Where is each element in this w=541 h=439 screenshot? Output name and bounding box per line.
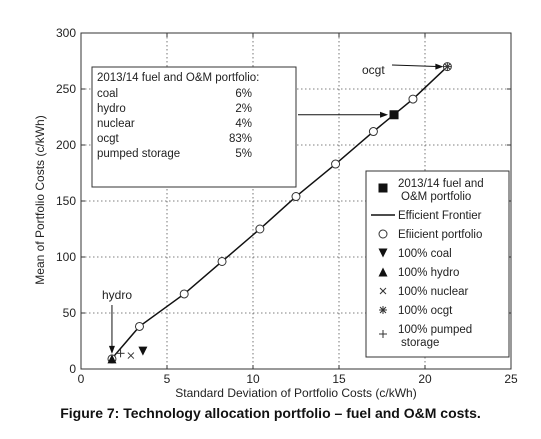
x-tick-label: 15 [332, 372, 346, 386]
data-point-circle-open [368, 127, 378, 137]
data-point-square [389, 110, 399, 120]
legend-label: 100% hydro [398, 267, 459, 279]
data-point-x-shape [127, 352, 135, 359]
x-tick-label: 20 [418, 372, 432, 386]
data-point-circle-open-shape [368, 127, 378, 137]
ocgt-arrow [391, 64, 441, 68]
y-tick-label: 250 [56, 82, 76, 96]
y-tick-label: 100 [56, 250, 76, 264]
legend-marker-circle-open [378, 229, 388, 239]
legend-label-line2: O&M portfolio [401, 191, 471, 203]
data-point-x [127, 352, 135, 359]
ocgt-annotation-label: ocgt [362, 63, 385, 77]
portfolio-row-value: 83% [229, 133, 252, 145]
y-tick-label: 200 [56, 138, 76, 152]
ocgt-arrowhead [435, 63, 444, 70]
data-point-plus [116, 349, 125, 358]
portfolio-row-name: coal [97, 88, 118, 100]
legend-marker-star-shape [379, 306, 387, 314]
legend-label: Efiicient portfolio [398, 229, 482, 241]
y-tick-label: 0 [69, 362, 76, 376]
y-tick-label: 150 [56, 194, 76, 208]
x-tick-label: 0 [78, 372, 85, 386]
annotations: ocgt hydro 2013/14 fuel and O&M portfolio:… [91, 63, 444, 354]
portfolio-box [91, 66, 297, 188]
y-tick-label: 300 [56, 26, 76, 40]
portfolio-row-name: ocgt [97, 133, 120, 145]
x-tick-label: 25 [504, 372, 518, 386]
legend-marker-square-shape [378, 183, 388, 193]
legend-marker-x-shape [379, 287, 387, 295]
data-point-circle-open [134, 321, 144, 331]
data-point-circle-open [217, 256, 227, 266]
data-point-square-shape [389, 110, 399, 120]
data-point-circle-open [408, 94, 418, 104]
legend-box [365, 170, 510, 358]
y-tick-label: 50 [63, 306, 77, 320]
data-point-circle-open [255, 224, 265, 234]
portfolio-row-value: 6% [235, 88, 252, 100]
portfolio-row-name: hydro [97, 103, 126, 115]
legend-label: 2013/14 fuel and [398, 178, 484, 190]
legend-label-line2: storage [401, 337, 439, 349]
legend-marker-triangle-up-shape [378, 267, 388, 277]
data-point-triangle-up [107, 354, 117, 364]
data-point-circle-open-shape [291, 192, 301, 202]
legend-label: 100% nuclear [398, 286, 468, 298]
legend-marker-triangle-up [378, 267, 388, 277]
data-point-circle-open [179, 289, 189, 299]
x-axis-label: Standard Deviation of Portfolio Costs (c… [175, 386, 416, 400]
legend-marker-star [379, 306, 387, 314]
x-tick-label: 5 [164, 372, 171, 386]
legend-label: 100% ocgt [398, 305, 453, 317]
portfolio-box-title: 2013/14 fuel and O&M portfolio: [97, 72, 259, 84]
legend-label: Efficient Frontier [398, 210, 482, 222]
data-point-star-shape [444, 63, 451, 70]
data-point-circle-open-shape [255, 224, 265, 234]
data-point-star [443, 62, 452, 71]
legend-marker-plus [379, 330, 387, 338]
hydro-arrowhead [108, 345, 115, 354]
portfolio-row-name: pumped storage [97, 148, 180, 160]
data-point-circle-open-shape [134, 321, 144, 331]
legend-marker-square [378, 183, 388, 193]
portfolio-row-value: 2% [235, 103, 252, 115]
data-point-circle-open [331, 159, 341, 169]
data-point-triangle-down-shape [138, 346, 148, 356]
data-point-triangle-up-shape [107, 354, 117, 364]
legend-marker-x [379, 287, 387, 295]
data-point-circle-open-shape [408, 94, 418, 104]
portfolio-row-name: nuclear [97, 118, 135, 130]
data-point-circle-open [291, 192, 301, 202]
portfolio-arrowhead [380, 111, 389, 118]
x-tick-label: 10 [246, 372, 260, 386]
portfolio-row-value: 5% [235, 148, 252, 160]
legend-marker-circle-open-shape [378, 229, 388, 239]
data-point-circle-open-shape [217, 256, 227, 266]
legend-label: 100% coal [398, 248, 452, 260]
figure-caption: Figure 7: Technology allocation portfoli… [60, 405, 481, 421]
legend-label: 100% pumped [398, 324, 472, 336]
data-point-circle-open-shape [331, 159, 341, 169]
legend-marker-triangle-down-shape [378, 248, 388, 258]
data-point-circle-open-shape [179, 289, 189, 299]
data-point-triangle-down [138, 346, 148, 356]
data-series [107, 62, 452, 364]
portfolio-row-value: 4% [235, 118, 252, 130]
legend-marker-triangle-down [378, 248, 388, 258]
hydro-annotation-label: hydro [102, 288, 132, 302]
y-axis-label: Mean of Portfolio Costs (c/kWh) [33, 115, 47, 284]
